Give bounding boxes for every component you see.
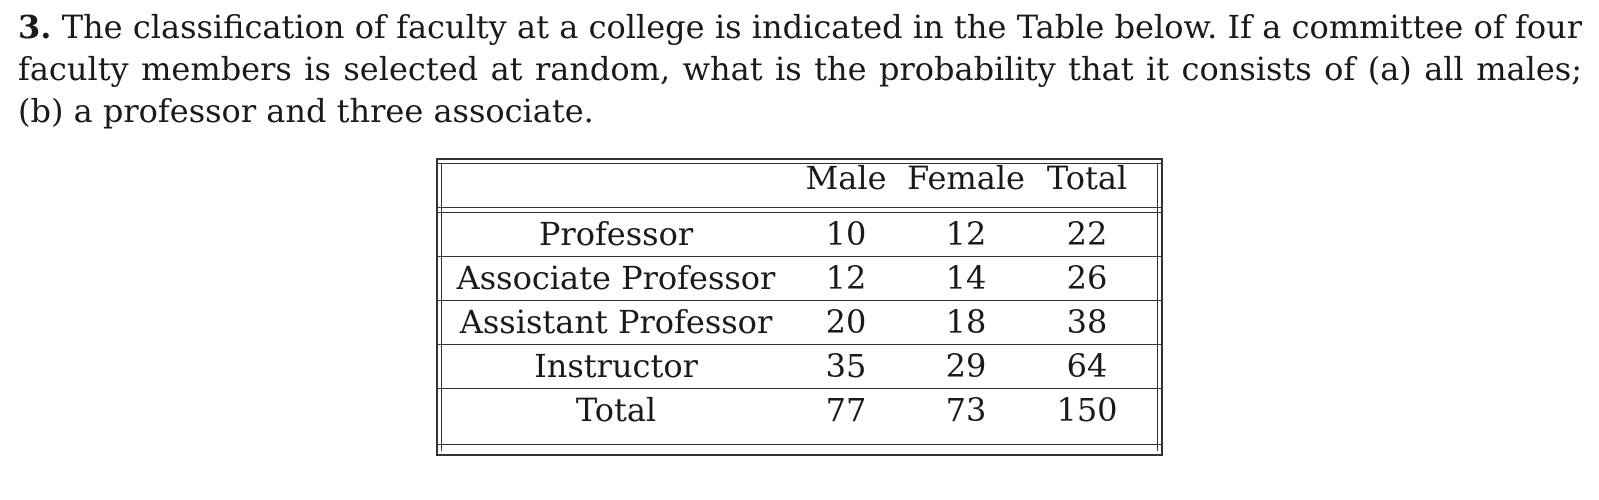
problem-statement: 3. The classification of faculty at a co… — [18, 6, 1582, 132]
table-rule — [436, 300, 1163, 301]
cell-female: 18 — [945, 303, 987, 341]
cell-female: 29 — [945, 347, 987, 385]
problem-text: The classification of faculty at a colle… — [18, 8, 1583, 130]
cell-female: 12 — [945, 215, 987, 253]
cell-female: 73 — [945, 391, 987, 429]
table-rule — [436, 344, 1163, 345]
table-rule — [436, 163, 1163, 164]
table-rule — [436, 444, 1163, 445]
table-rule — [436, 212, 1163, 213]
table-outer-border — [436, 158, 1163, 456]
row-label: Instructor — [534, 347, 698, 385]
row-label: Total — [575, 391, 657, 429]
cell-male: 12 — [825, 259, 867, 297]
cell-male: 10 — [825, 215, 867, 253]
cell-total: 22 — [1066, 215, 1108, 253]
table-rule — [436, 388, 1163, 389]
table-rule — [436, 256, 1163, 257]
cell-female: 14 — [945, 259, 987, 297]
cell-total: 150 — [1056, 391, 1118, 429]
row-label: Associate Professor — [456, 259, 776, 297]
row-label: Professor — [538, 215, 694, 253]
table-rule — [436, 207, 1163, 208]
cell-male: 35 — [825, 347, 867, 385]
table-inner-border — [441, 163, 1158, 451]
cell-total: 64 — [1066, 347, 1108, 385]
cell-male: 77 — [825, 391, 867, 429]
cell-total: 38 — [1066, 303, 1108, 341]
row-label: Assistant Professor — [459, 303, 773, 341]
problem-number: 3. — [18, 8, 52, 46]
cell-total: 26 — [1066, 259, 1108, 297]
faculty-classification-table: Male Female Total Professor 10 12 22 Ass… — [436, 158, 1163, 456]
header-male: Male — [805, 159, 887, 197]
cell-male: 20 — [825, 303, 867, 341]
header-total: Total — [1046, 159, 1128, 197]
header-female: Female — [907, 159, 1025, 197]
